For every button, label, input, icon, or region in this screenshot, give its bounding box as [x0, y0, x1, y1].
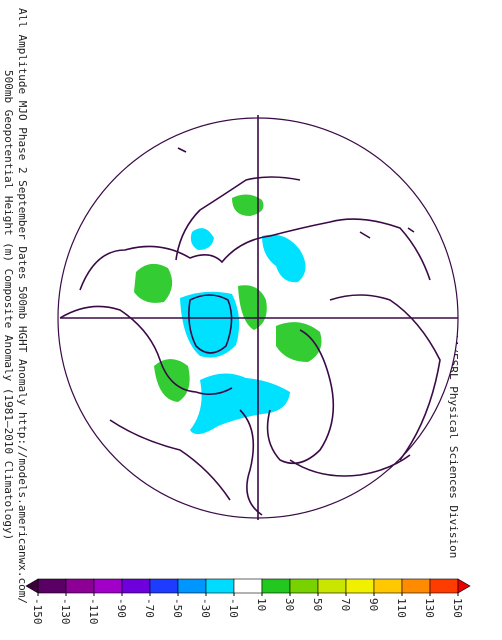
positive-anomaly	[232, 194, 264, 216]
colorbar-label: 130	[423, 598, 436, 618]
colorbar-under	[25, 578, 39, 594]
colorbar-swatch	[93, 578, 123, 594]
negative-anomaly	[190, 228, 214, 250]
colorbar-swatch	[65, 578, 95, 594]
colorbar-label: -150	[31, 598, 44, 625]
colorbar-swatch	[289, 578, 319, 594]
colorbar-label: -70	[143, 598, 156, 618]
colorbar-label: -50	[171, 598, 184, 618]
colorbar-label: 50	[311, 598, 324, 611]
positive-anomaly	[134, 263, 173, 303]
negative-anomaly	[262, 234, 306, 283]
colorbar-swatch	[345, 578, 375, 594]
colorbar-label: 70	[339, 598, 352, 611]
anomaly-areas	[134, 194, 322, 435]
credit: NOAA/ESRL Physical Sciences Division	[447, 320, 460, 558]
title-line-1: 500mb Geopotential Height (m) Composite …	[2, 70, 15, 540]
colorbar-swatch	[373, 578, 403, 594]
colorbar-swatch	[37, 578, 67, 594]
positive-anomaly	[276, 322, 322, 362]
colorbar-label: 110	[395, 598, 408, 618]
colorbar: -150 -130 -110 -90 -70 -50 -30 -10 10 30 50 70 90 110…	[25, 578, 471, 625]
colorbar-swatch	[317, 578, 347, 594]
colorbar-label: 30	[283, 598, 296, 611]
colorbar-swatch	[149, 578, 179, 594]
colorbar-label: -10	[227, 598, 240, 618]
negative-anomaly	[190, 373, 290, 435]
colorbar-label: 150	[451, 598, 464, 618]
colorbar-label: -130	[59, 598, 72, 625]
colorbar-label: 90	[367, 598, 380, 611]
colorbar-swatch	[261, 578, 291, 594]
negative-anomaly	[180, 291, 240, 358]
coastlines	[59, 147, 441, 516]
title-line-2: All Amplitude MJO Phase 2 September Date…	[16, 8, 29, 604]
colorbar-label: -110	[87, 598, 100, 625]
colorbar-swatch	[401, 578, 431, 594]
colorbar-swatch	[429, 578, 459, 594]
colorbar-label: 10	[255, 598, 268, 611]
colorbar-label: -30	[199, 598, 212, 618]
colorbar-swatch	[205, 578, 235, 594]
colorbar-swatch	[121, 578, 151, 594]
colorbar-swatch	[177, 578, 207, 594]
colorbar-swatch	[233, 578, 263, 594]
colorbar-label: -90	[115, 598, 128, 618]
colorbar-over	[457, 578, 471, 594]
map	[57, 115, 459, 520]
positive-anomaly	[238, 285, 267, 330]
